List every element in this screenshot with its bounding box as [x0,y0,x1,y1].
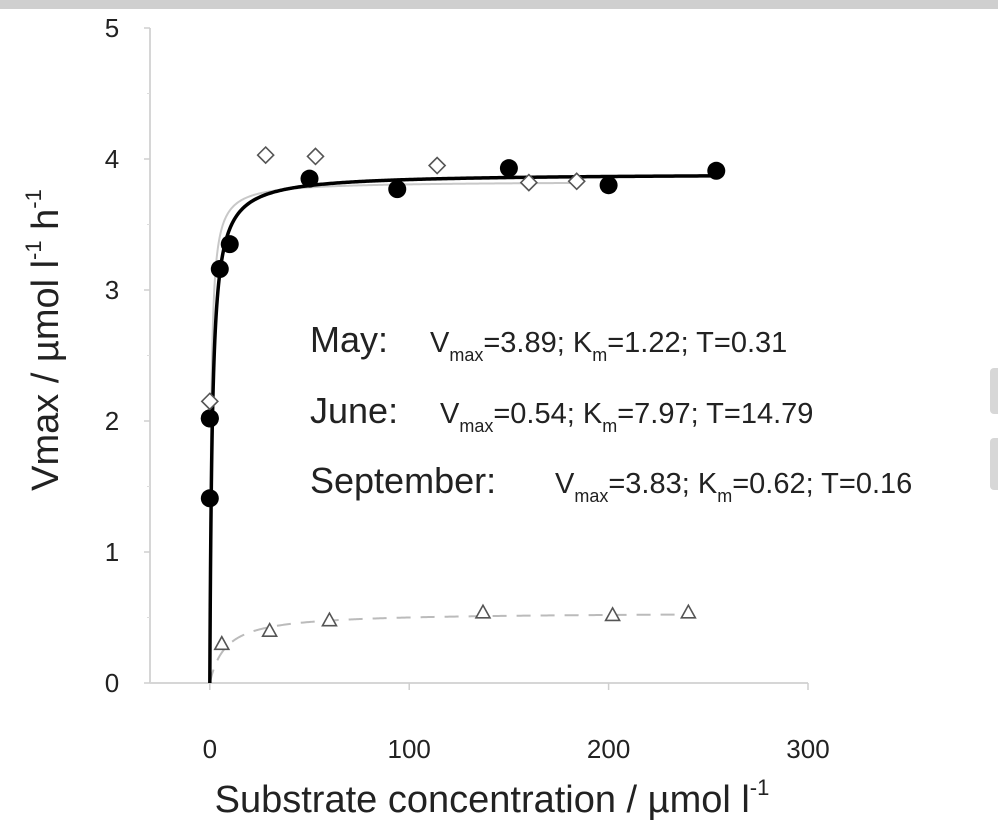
x-axis-label-sup: -1 [750,775,770,800]
data-point-filled-circle [210,260,229,279]
y-axis-label-mid: h [25,209,67,241]
top-border [0,0,998,9]
fit-curve-2 [208,181,577,683]
data-point-open-diamond [200,392,219,411]
data-point-open-diamond [256,145,275,165]
data-point-open-triangle [261,621,278,638]
x-tick-label: 100 [388,734,431,764]
data-point-filled-circle [388,180,407,199]
x-axis-label-text: Substrate concentration / µmol l [215,779,750,821]
y-tick-label: 3 [105,275,119,305]
data-point-open-triangle [474,603,492,619]
annotation-june: June: Vmax=0.54; Km=7.97; T=14.79 [310,390,813,436]
y-tick-label: 5 [105,13,119,43]
data-point-open-triangle [680,603,697,619]
data-point-filled-circle [499,159,518,178]
data-point-open-triangle [213,635,231,651]
annotation-september-name: September: [310,460,496,501]
data-points [200,145,726,651]
y-tick-label: 4 [105,144,119,174]
y-axis-label-text: Vmax / µmol l [25,260,67,491]
y-axis-label-sup1: -1 [21,240,46,260]
x-tick-label: 0 [203,734,217,764]
axes [144,27,809,690]
edge-tab-upper [990,368,998,414]
annotation-june-name: June: [310,390,398,431]
data-point-open-triangle [321,611,338,627]
fit-curve-1 [208,613,689,684]
annotation-may: May: Vmax=3.89; Km=1.22; T=0.31 [310,319,787,365]
y-tick-label: 0 [105,668,119,698]
annotation-september: September: Vmax=3.83; Km=0.62; T=0.16 [310,460,912,506]
annotation-may-name: May: [310,319,388,360]
data-point-filled-circle [707,161,726,180]
data-point-open-diamond [306,147,325,166]
data-point-open-diamond [567,172,586,191]
y-tick-label: 2 [105,406,119,436]
annotation-may-params: Vmax=3.89; Km=1.22; T=0.31 [430,327,787,365]
annotation-september-params: Vmax=3.83; Km=0.62; T=0.16 [555,468,912,506]
tick-labels: 0 1 2 3 4 5 0 100 200 300 [105,13,830,764]
data-point-open-triangle [604,606,621,622]
data-point-filled-circle [200,409,219,428]
data-point-filled-circle [200,489,219,508]
data-point-open-diamond [427,156,447,175]
data-point-filled-circle [220,235,239,254]
data-point-filled-circle [599,176,618,195]
y-axis-label: Vmax / µmol l-1 h-1 [21,189,67,491]
x-axis-label: Substrate concentration / µmol l-1 [215,775,770,821]
data-point-open-diamond [519,173,538,192]
x-tick-label: 300 [786,734,829,764]
x-tick-label: 200 [587,734,630,764]
y-axis-label-sup2: -1 [21,189,46,209]
annotation-june-params: Vmax=0.54; Km=7.97; T=14.79 [440,398,813,436]
y-tick-label: 1 [105,537,119,567]
data-point-filled-circle [300,169,319,188]
edge-tab-lower [990,438,998,490]
